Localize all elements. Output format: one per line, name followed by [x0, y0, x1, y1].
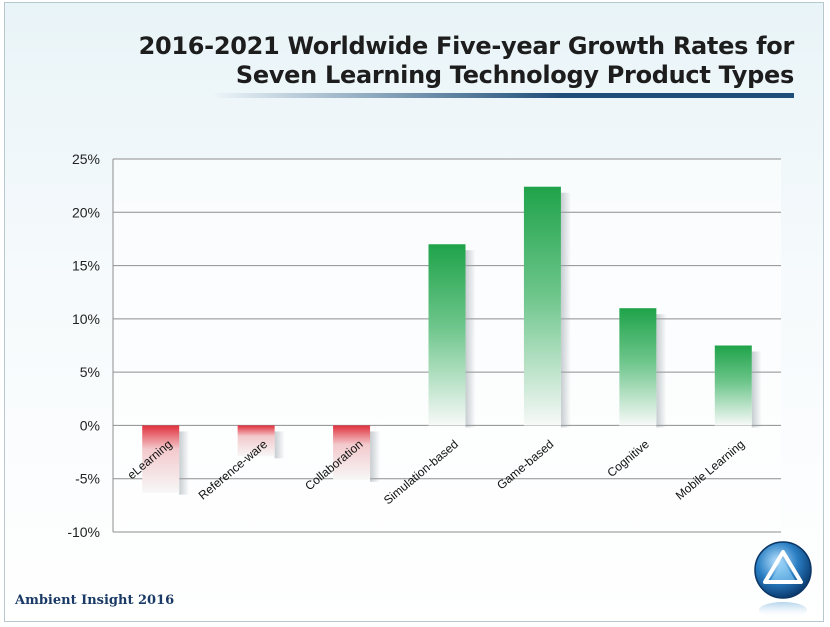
bar-collaboration: [333, 425, 371, 480]
bar-shadow: [370, 431, 381, 482]
bar-reference-ware: [237, 425, 275, 457]
chart-title: 2016-2021 Worldwide Five-year Growth Rat…: [138, 32, 795, 90]
ambient-insight-logo-icon: [754, 541, 812, 618]
bar-cognitive: [619, 308, 657, 426]
bar-shadow: [274, 431, 285, 459]
title-underline: [212, 93, 794, 98]
y-tick-label: 25%: [72, 151, 100, 167]
bar-shadow: [179, 431, 190, 495]
y-tick-label: 5%: [80, 364, 100, 380]
bar-shadow: [465, 250, 476, 428]
y-tick-label: 15%: [72, 258, 100, 274]
bar-game-based: [523, 186, 561, 426]
source-label: Ambient Insight 2016: [15, 593, 175, 608]
bar-mobile-learning: [714, 345, 752, 426]
y-tick-label: 10%: [72, 311, 100, 327]
bar-shadow: [751, 351, 762, 428]
bar-elearning: [142, 425, 180, 493]
y-tick-label: -10%: [67, 524, 100, 540]
bar-simulation-based: [428, 244, 466, 426]
y-tick-label: 0%: [80, 417, 100, 433]
y-tick-label: 20%: [72, 204, 100, 220]
title-line-2: Seven Learning Technology Product Types: [235, 61, 794, 89]
title-line-1: 2016-2021 Worldwide Five-year Growth Rat…: [138, 32, 795, 60]
y-tick-label: -5%: [75, 471, 100, 487]
bar-shadow: [656, 314, 667, 428]
bar-shadow: [560, 192, 571, 428]
